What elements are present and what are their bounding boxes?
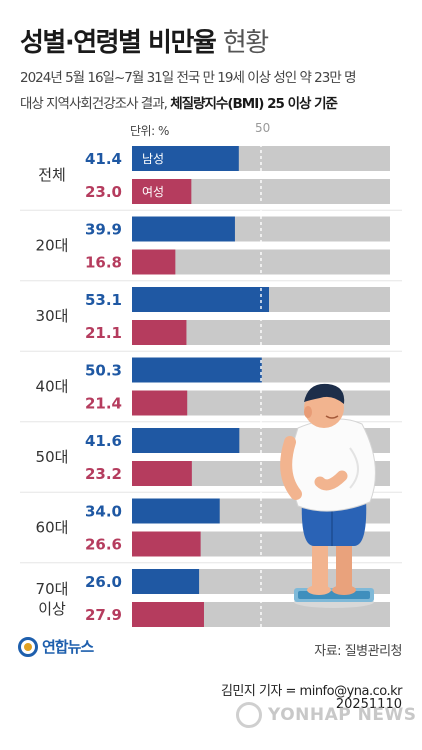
category-label-4: 50대 [36, 448, 69, 466]
bar-female-5 [132, 531, 201, 557]
yonhap-logo-text: 연합뉴스 [42, 638, 94, 656]
reference-line-label: 50 [255, 121, 271, 135]
bar-male-2 [132, 287, 269, 312]
watermark-icon [236, 702, 262, 728]
page-title: 성별·연령별 비만율 현황 [20, 22, 269, 59]
subtitle-line-2: 대상 지역사회건강조사 결과, 체질량지수(BMI) 25 이상 기준 [20, 92, 338, 112]
unit-label: 단위: % [130, 124, 169, 138]
value-male-5: 34.0 [85, 503, 122, 521]
value-female-0: 23.0 [85, 183, 122, 201]
value-female-1: 16.8 [85, 254, 122, 272]
bar-male-6 [132, 569, 200, 594]
value-male-3: 50.3 [85, 362, 122, 380]
bar-male-4 [132, 428, 240, 453]
source-note: 자료: 질병관리청 [314, 644, 402, 659]
category-label-3: 40대 [36, 378, 69, 396]
title-light: 현황 [222, 28, 269, 58]
value-female-5: 26.6 [85, 536, 122, 554]
value-female-6: 27.9 [85, 606, 122, 624]
value-female-2: 21.1 [85, 324, 122, 342]
yonhap-logo-icon [18, 636, 38, 657]
bar-male-0 [132, 146, 239, 171]
bar-female-4 [132, 461, 192, 486]
yonhap-logo: 연합뉴스 [18, 636, 94, 657]
bar-female-0 [132, 179, 192, 204]
legend-female: 여성 [142, 185, 164, 199]
watermark-text: YONHAP NEWS [268, 705, 417, 725]
legend-male: 남성 [142, 152, 164, 166]
yonhap-watermark: YONHAP NEWS [236, 702, 416, 728]
title-bold: 성별·연령별 비만율 [20, 28, 217, 58]
subtitle-line-1: 2024년 5월 16일~7월 31일 전국 만 19세 이상 성인 약 23만… [20, 70, 356, 86]
bar-female-3 [132, 390, 188, 416]
category-label-1: 20대 [36, 237, 69, 255]
publish-date: 20251110 [335, 697, 402, 712]
bar-male-3 [132, 357, 262, 383]
value-male-6: 26.0 [85, 573, 122, 591]
reporter-credit: 김민지 기자 = minfo@yna.co.kr [220, 684, 403, 699]
category-label-5: 60대 [36, 519, 69, 537]
value-female-3: 21.4 [85, 395, 122, 413]
value-male-4: 41.6 [85, 432, 122, 450]
bar-female-2 [132, 320, 187, 345]
value-male-1: 39.9 [85, 221, 122, 239]
category-label-0: 전체 [38, 166, 66, 184]
bar-female-6 [132, 602, 204, 627]
category-label-2: 30대 [36, 307, 69, 325]
value-male-2: 53.1 [85, 291, 122, 309]
bar-male-1 [132, 216, 235, 242]
value-female-4: 23.2 [85, 465, 122, 483]
value-male-0: 41.4 [85, 150, 122, 168]
subtitle-line-2-b: 체질량지수(BMI) 25 이상 기준 [170, 96, 338, 112]
bar-male-5 [132, 498, 220, 524]
bar-female-1 [132, 249, 176, 275]
overweight-person-illustration [280, 383, 376, 608]
obesity-bar-chart: 41.4 남성 23.0 여성 전체 39.9 16.8 20대 53.1 21.1 30대 50.3… [20, 146, 402, 627]
category-label-6: 70대 이상 [36, 580, 69, 618]
subtitle-line-2-a: 대상 지역사회건강조사 결과, [20, 96, 168, 112]
